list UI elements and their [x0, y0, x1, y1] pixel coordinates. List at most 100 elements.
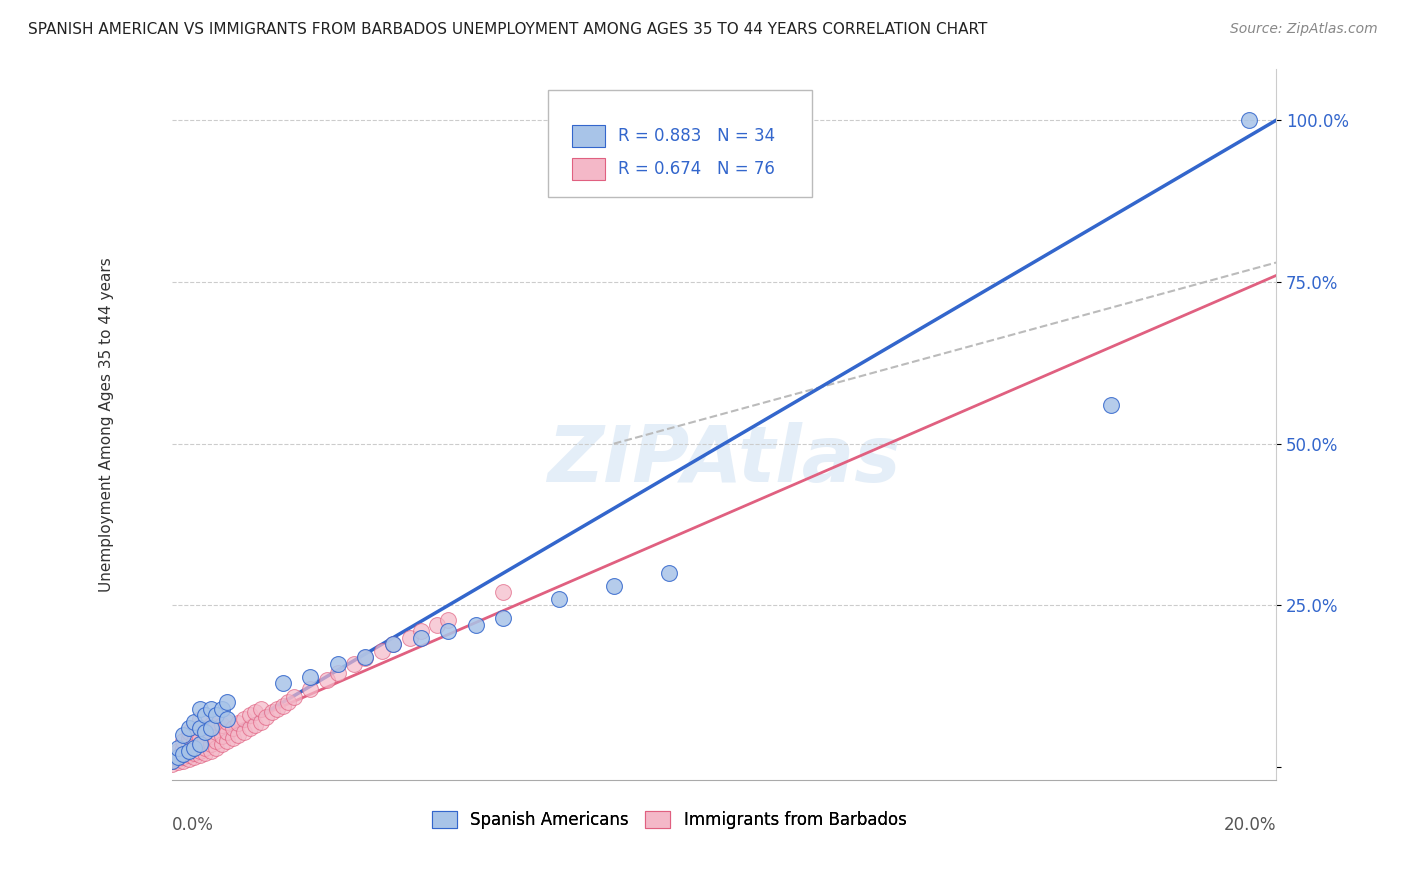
Point: [162, 754, 184, 768]
Point: [211, 738, 233, 752]
Point: [205, 724, 228, 739]
Point: [211, 702, 233, 716]
Point: [162, 756, 184, 771]
Point: [172, 728, 194, 742]
Point: [1237, 113, 1260, 128]
Point: [200, 702, 222, 716]
Point: [205, 714, 228, 729]
Text: Source: ZipAtlas.com: Source: ZipAtlas.com: [1230, 22, 1378, 37]
Point: [260, 705, 283, 719]
Point: [283, 690, 305, 705]
Point: [437, 624, 460, 639]
Point: [183, 714, 205, 729]
Point: [343, 657, 366, 671]
Bar: [572, 159, 605, 180]
Point: [183, 740, 205, 755]
Point: [205, 740, 228, 755]
Point: [166, 748, 188, 763]
Point: [188, 731, 211, 745]
Point: [205, 734, 228, 748]
Point: [177, 724, 200, 739]
Legend: Spanish Americans, Immigrants from Barbados: Spanish Americans, Immigrants from Barba…: [425, 805, 912, 836]
Point: [271, 676, 294, 690]
Point: [233, 712, 256, 726]
Point: [194, 740, 217, 755]
Point: [188, 721, 211, 735]
Point: [217, 714, 239, 729]
Point: [166, 744, 188, 758]
Point: [249, 714, 271, 729]
Point: [166, 750, 188, 764]
Point: [188, 738, 211, 752]
Point: [254, 709, 277, 723]
Point: [228, 716, 250, 731]
Point: [464, 617, 486, 632]
Point: [172, 740, 194, 755]
Point: [183, 734, 205, 748]
Point: [177, 731, 200, 745]
Point: [177, 744, 200, 758]
Point: [603, 579, 626, 593]
Point: [243, 718, 266, 732]
Point: [194, 746, 217, 760]
Text: SPANISH AMERICAN VS IMMIGRANTS FROM BARBADOS UNEMPLOYMENT AMONG AGES 35 TO 44 YE: SPANISH AMERICAN VS IMMIGRANTS FROM BARB…: [28, 22, 987, 37]
Point: [492, 611, 515, 625]
Point: [194, 724, 217, 739]
Point: [211, 718, 233, 732]
Point: [354, 651, 377, 665]
Point: [299, 682, 322, 697]
Point: [205, 708, 228, 723]
Point: [249, 702, 271, 716]
Point: [228, 728, 250, 742]
Point: [162, 754, 184, 768]
Point: [371, 643, 394, 657]
Point: [658, 566, 681, 580]
Point: [200, 744, 222, 758]
Point: [188, 738, 211, 752]
Point: [172, 747, 194, 761]
Text: ZIPAtlas: ZIPAtlas: [547, 422, 901, 498]
Point: [547, 591, 569, 606]
Text: R = 0.674   N = 76: R = 0.674 N = 76: [619, 161, 775, 178]
Point: [238, 708, 260, 723]
Point: [326, 657, 349, 671]
Point: [409, 631, 432, 645]
Point: [166, 752, 188, 766]
Point: [382, 637, 405, 651]
Text: 20.0%: 20.0%: [1223, 815, 1277, 834]
Point: [200, 738, 222, 752]
Text: R = 0.883   N = 34: R = 0.883 N = 34: [619, 127, 775, 145]
FancyBboxPatch shape: [547, 90, 813, 196]
Point: [177, 738, 200, 752]
Point: [398, 631, 420, 645]
Point: [172, 754, 194, 768]
Point: [166, 740, 188, 755]
Point: [266, 702, 288, 716]
Point: [200, 718, 222, 732]
Point: [382, 637, 405, 651]
Point: [183, 750, 205, 764]
Bar: [572, 125, 605, 146]
Point: [172, 750, 194, 764]
Point: [166, 755, 188, 769]
Point: [211, 729, 233, 743]
Point: [217, 712, 239, 726]
Point: [177, 744, 200, 758]
Point: [437, 613, 460, 627]
Point: [222, 731, 245, 745]
Point: [188, 721, 211, 735]
Point: [183, 746, 205, 760]
Point: [271, 698, 294, 713]
Point: [409, 624, 432, 639]
Point: [177, 748, 200, 763]
Point: [354, 650, 377, 665]
Point: [188, 712, 211, 726]
Point: [217, 734, 239, 748]
Point: [177, 752, 200, 766]
Point: [243, 705, 266, 719]
Point: [172, 747, 194, 761]
Point: [277, 695, 299, 709]
Point: [200, 721, 222, 735]
Point: [315, 673, 337, 687]
Point: [326, 666, 349, 681]
